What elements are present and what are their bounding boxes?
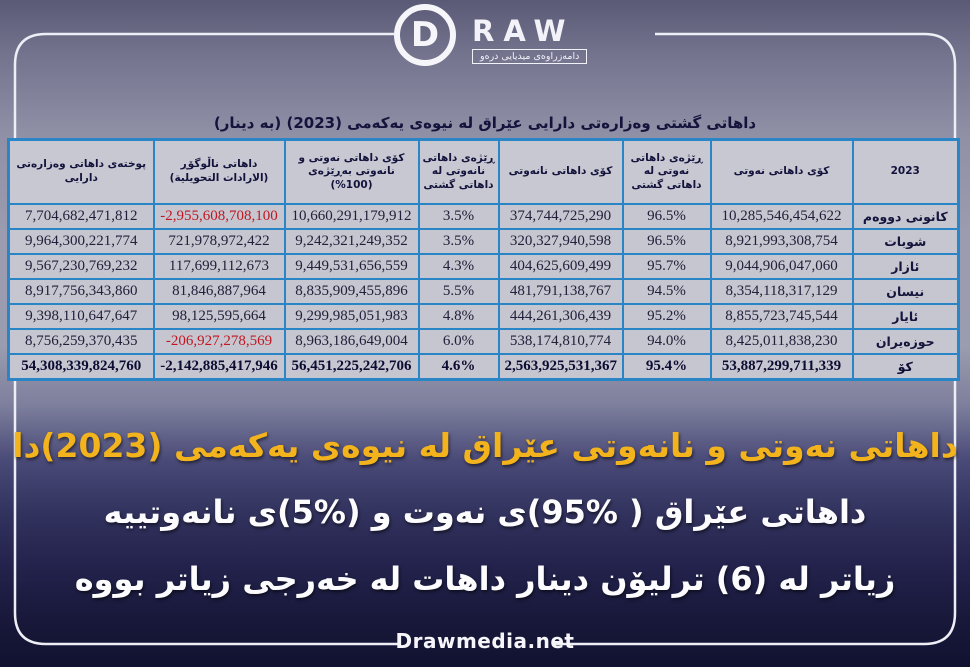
value-cell: 9,242,321,249,352 — [283, 228, 420, 255]
value-cell: 444,261,306,439 — [497, 303, 624, 330]
value-cell: 8,354,118,317,129 — [709, 278, 854, 305]
value-cell: 95.2% — [621, 303, 712, 330]
value-cell: 8,835,909,455,896 — [283, 278, 420, 305]
table-title: داهاتی گشتی وەزارەتی دارایی عێراق له نیو… — [213, 114, 757, 132]
table-row: ئازار 9,044,906,047,060 95.7% 404,625,609,4… — [7, 253, 960, 280]
value-cell: 95.4% — [621, 353, 712, 381]
value-cell: 8,963,186,649,004 — [283, 328, 420, 355]
caption-line-3: زیاتر له (6) ترلیۆن دینار داهات له خەرجی… — [74, 560, 896, 598]
value-cell: 3.5% — [417, 203, 500, 230]
revenue-table: 2023 کۆی داهاتی نەوتی ڕێژەی داهاتی نەوتی ل… — [7, 138, 960, 381]
table-row: شوبات 8,921,993,308,754 96.5% 320,327,940,5… — [7, 228, 960, 255]
month-cell: کۆ — [851, 353, 960, 381]
value-cell: 9,044,906,047,060 — [709, 253, 854, 280]
value-cell: 98,125,595,664 — [152, 303, 286, 330]
website-label: Drawmedia.net — [395, 629, 575, 653]
month-cell: حوزەیران — [851, 328, 960, 355]
value-cell: 4.8% — [417, 303, 500, 330]
column-header-6: داهاتی ناڵوگۆڕ (الارادات التحويلية) — [152, 138, 286, 205]
column-header-1: کۆی داهاتی نەوتی — [709, 138, 854, 205]
value-cell: 320,327,940,598 — [497, 228, 624, 255]
column-header-3: کۆی داهاتی نانەوتی — [497, 138, 624, 205]
value-cell: 94.0% — [621, 328, 712, 355]
caption-block: داهاتی نەوتی و نانەوتی عێراق له نیوەی یە… — [0, 412, 970, 613]
value-cell: 95.7% — [621, 253, 712, 280]
column-header-0: 2023 — [851, 138, 960, 205]
month-cell: ئازار — [851, 253, 960, 280]
value-cell: 404,625,609,499 — [497, 253, 624, 280]
value-cell: 8,921,993,308,754 — [709, 228, 854, 255]
value-cell: 117,699,112,673 — [152, 253, 286, 280]
value-cell: -2,142,885,417,946 — [152, 353, 286, 381]
value-cell: 9,398,110,647,647 — [7, 303, 155, 330]
value-cell: 6.0% — [417, 328, 500, 355]
table-row: ئایار 8,855,723,745,544 95.2% 444,261,306,4… — [7, 303, 960, 330]
month-cell: شوبات — [851, 228, 960, 255]
value-cell: 3.5% — [417, 228, 500, 255]
month-cell: نیسان — [851, 278, 960, 305]
value-cell: 538,174,810,774 — [497, 328, 624, 355]
value-cell: 8,917,756,343,860 — [7, 278, 155, 305]
value-cell: 53,887,299,711,339 — [709, 353, 854, 381]
value-cell: 54,308,339,824,760 — [7, 353, 155, 381]
value-cell: 8,855,723,745,544 — [709, 303, 854, 330]
value-cell: 481,791,138,767 — [497, 278, 624, 305]
column-header-7: پوختەی داهاتی وەزارەتی دارایی — [7, 138, 155, 205]
value-cell: 10,660,291,179,912 — [283, 203, 420, 230]
draw-media-logo: D RAW دامەزراوەی میدیایی درەو — [394, 4, 588, 66]
value-cell: -2,955,608,708,100 — [152, 203, 286, 230]
table-total-row: کۆ 53,887,299,711,339 95.4% 2,563,925,531,3… — [7, 353, 960, 381]
value-cell: 96.5% — [621, 203, 712, 230]
value-cell: 9,449,531,656,559 — [283, 253, 420, 280]
month-cell: ئایار — [851, 303, 960, 330]
table-row: کانونی دووەم 10,285,546,454,622 96.5% 374,7… — [7, 203, 960, 230]
value-cell: -206,927,278,569 — [152, 328, 286, 355]
value-cell: 9,964,300,221,774 — [7, 228, 155, 255]
logo-tagline: دامەزراوەی میدیایی درەو — [472, 49, 588, 64]
value-cell: 81,846,887,964 — [152, 278, 286, 305]
value-cell: 94.5% — [621, 278, 712, 305]
column-header-4: ڕێژەی داهاتی نانەوتی له داهاتی گشتی — [417, 138, 500, 205]
value-cell: 2,563,925,531,367 — [497, 353, 624, 381]
month-cell: کانونی دووەم — [851, 203, 960, 230]
value-cell: 5.5% — [417, 278, 500, 305]
value-cell: 721,978,972,422 — [152, 228, 286, 255]
value-cell: 7,704,682,471,812 — [7, 203, 155, 230]
value-cell: 4.6% — [417, 353, 500, 381]
value-cell: 4.3% — [417, 253, 500, 280]
column-header-5: کۆی داهاتی نەوتی و نانەوتی بەڕێژەی (100%… — [283, 138, 420, 205]
table-row: حوزەیران 8,425,011,838,230 94.0% 538,174,81… — [7, 328, 960, 355]
column-header-2: ڕێژەی داهاتی نەوتی له داهاتی گشتی — [621, 138, 712, 205]
caption-line-1: داهاتی نەوتی و نانەوتی عێراق له نیوەی یە… — [12, 426, 958, 465]
value-cell: 374,744,725,290 — [497, 203, 624, 230]
revenue-table-section: داهاتی گشتی وەزارەتی دارایی عێراق له نیو… — [7, 114, 960, 381]
logo-d-letter: D — [410, 15, 440, 55]
value-cell: 9,567,230,769,232 — [7, 253, 155, 280]
table-header-row: 2023 کۆی داهاتی نەوتی ڕێژەی داهاتی نەوتی ل… — [7, 138, 960, 205]
value-cell: 96.5% — [621, 228, 712, 255]
value-cell: 8,756,259,370,435 — [7, 328, 155, 355]
logo-brand-text: RAW — [472, 14, 575, 48]
value-cell: 8,425,011,838,230 — [709, 328, 854, 355]
table-row: نیسان 8,354,118,317,129 94.5% 481,791,138,7… — [7, 278, 960, 305]
value-cell: 10,285,546,454,622 — [709, 203, 854, 230]
value-cell: 56,451,225,242,706 — [283, 353, 420, 381]
value-cell: 9,299,985,051,983 — [283, 303, 420, 330]
logo-d-icon: D — [394, 4, 456, 66]
caption-line-2: داهاتی عێراق ( %95)ی نەوت و (%5)ی نانەوت… — [103, 493, 867, 531]
